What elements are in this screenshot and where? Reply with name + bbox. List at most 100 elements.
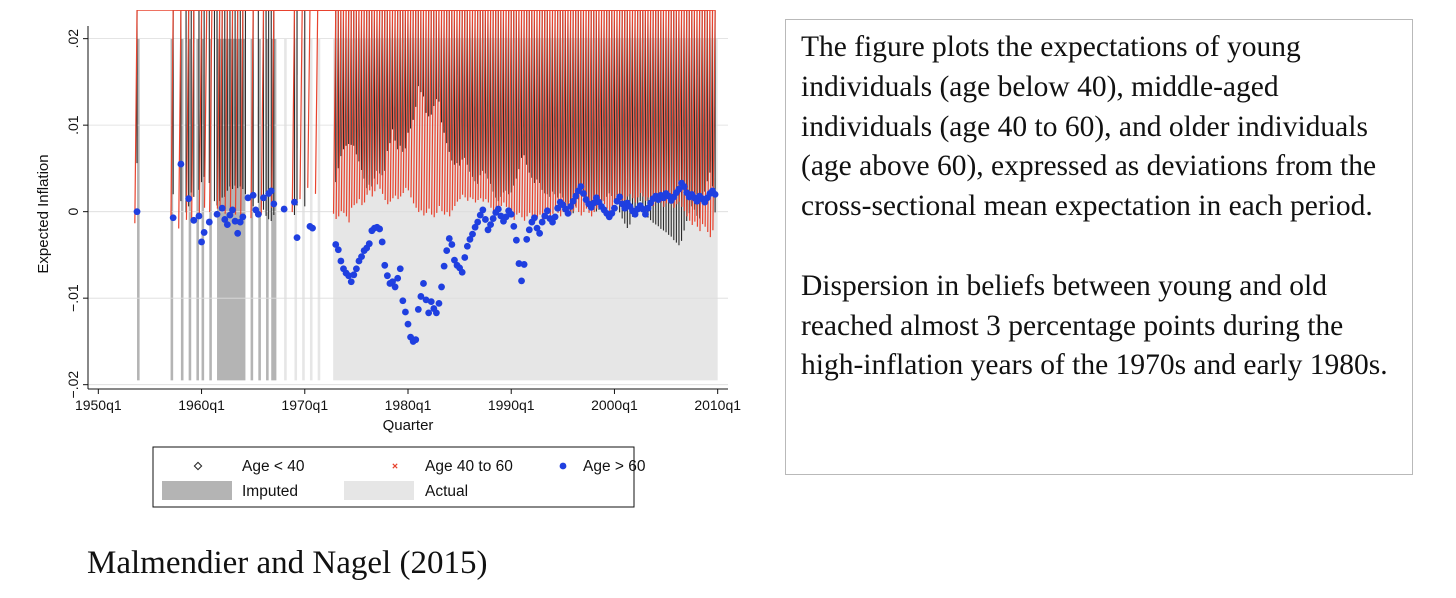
age-over-60-point [458,268,466,276]
age-over-60-point [345,272,353,280]
age-over-60-point [518,277,525,285]
age-over-60-point [378,238,386,246]
legend-marker-1 [193,461,203,471]
legend-label-2: Age 40 to 60 [425,458,513,475]
actual-band [302,38,305,381]
age-over-60-point [427,298,435,306]
age-over-60-point [608,209,616,217]
legend-swatch-actual [344,481,414,500]
age-over-60-point [402,308,409,316]
age-over-60-point [332,241,340,248]
age-over-60-point [213,210,221,218]
age-over-60-point [420,280,427,287]
actual-band [294,38,298,381]
age-over-60-point [469,230,476,238]
age-over-60-point [270,200,278,208]
age-over-60-point [533,224,541,232]
age-over-60-point [200,229,208,236]
age-over-60-point [448,241,456,248]
age-over-60-point [177,160,185,168]
age-over-60-point [185,195,193,203]
age-over-60-point [435,299,443,307]
x-tick-label: 1980q1 [385,397,432,413]
age-over-60-point [541,212,549,220]
age-over-60-point [293,234,301,242]
age-over-60-point [445,235,453,242]
imputed-band [266,38,269,381]
imputed-band [209,38,212,381]
age-over-60-point [502,213,510,221]
actual-band [309,38,313,381]
description-paragraph-1: The figure plots the expectations of you… [801,31,1377,223]
y-tick-label: −.02 [65,371,81,399]
age-over-60-point [205,218,213,226]
data-points [134,10,719,345]
imputed-band [170,38,174,381]
age-over-60-point [525,226,533,234]
age-over-60-point [389,278,396,286]
age-over-60-point [551,213,559,221]
age-over-60-point [218,204,226,212]
age-over-60-point [249,191,257,199]
age-over-60-point [531,214,538,222]
age-over-60-point [438,283,445,291]
age-over-60-point [414,306,422,313]
age-over-60-point [466,235,474,243]
age-over-60-point [479,206,487,214]
age-over-60-point [520,261,528,268]
age-over-60-point [133,208,141,216]
legend-label-imputed: Imputed [242,483,298,500]
age-over-60-point [644,204,652,212]
actual-band [317,38,321,381]
age-over-60-point [577,183,585,190]
age-over-60-point [549,218,556,226]
age-over-60-point [391,283,399,291]
age-over-60-point [536,229,544,237]
age-over-60-point [512,236,520,244]
inflation-expectations-chart: −.02 −.01 0 .01 .02 1950q1 1960q1 1970q1 1980q1 1… [35,10,741,508]
imputed-band [188,38,192,381]
age-over-60-point [376,225,384,233]
series-3 [133,160,719,345]
imputed-band [196,38,199,381]
age-over-60-point [412,336,420,344]
age-over-60-point [334,246,342,254]
age-over-60-point [169,214,177,222]
age-over-60-point [482,216,489,223]
age-over-60-point [567,203,574,210]
description-box: The figure plots the expectations of you… [785,19,1413,475]
legend-swatch-imputed [162,481,232,500]
age-over-60-point [404,320,412,328]
age-over-60-point [350,271,358,279]
age-over-60-point [394,274,402,282]
age-over-60-point [383,272,391,280]
age-over-60-point [489,215,497,222]
age-over-60-point [642,210,649,218]
legend-label-1: Age < 40 [242,458,305,475]
citation: Malmendier and Nagel (2015) [87,545,488,581]
age-over-60-point [621,204,629,212]
age-over-60-point [507,210,515,218]
age-over-60-point [711,190,719,198]
age-over-60-point [523,235,531,243]
x-tick-label: 2000q1 [591,397,638,413]
series-1 [136,10,716,246]
x-tick-label: 2010q1 [694,397,741,413]
age-over-60-point [440,262,448,270]
y-axis-label: Expected Inflation [35,154,52,273]
age-over-60-point [337,257,345,265]
legend-marker-3 [559,462,567,470]
age-over-60-point [347,278,355,286]
age-over-60-point [484,226,492,234]
age-over-60-point [195,212,203,220]
age-over-60-point [399,297,407,305]
x-tick-label: 1990q1 [488,397,535,413]
x-axis-label: Quarter [383,417,434,434]
legend-label-3: Age > 60 [583,458,646,475]
age-over-60-point [611,204,618,212]
age-over-60-point [616,193,624,201]
imputed-band [250,38,254,381]
age-over-60-point [510,222,518,230]
age-over-60-point [432,309,440,317]
age-over-60-point [226,211,234,219]
